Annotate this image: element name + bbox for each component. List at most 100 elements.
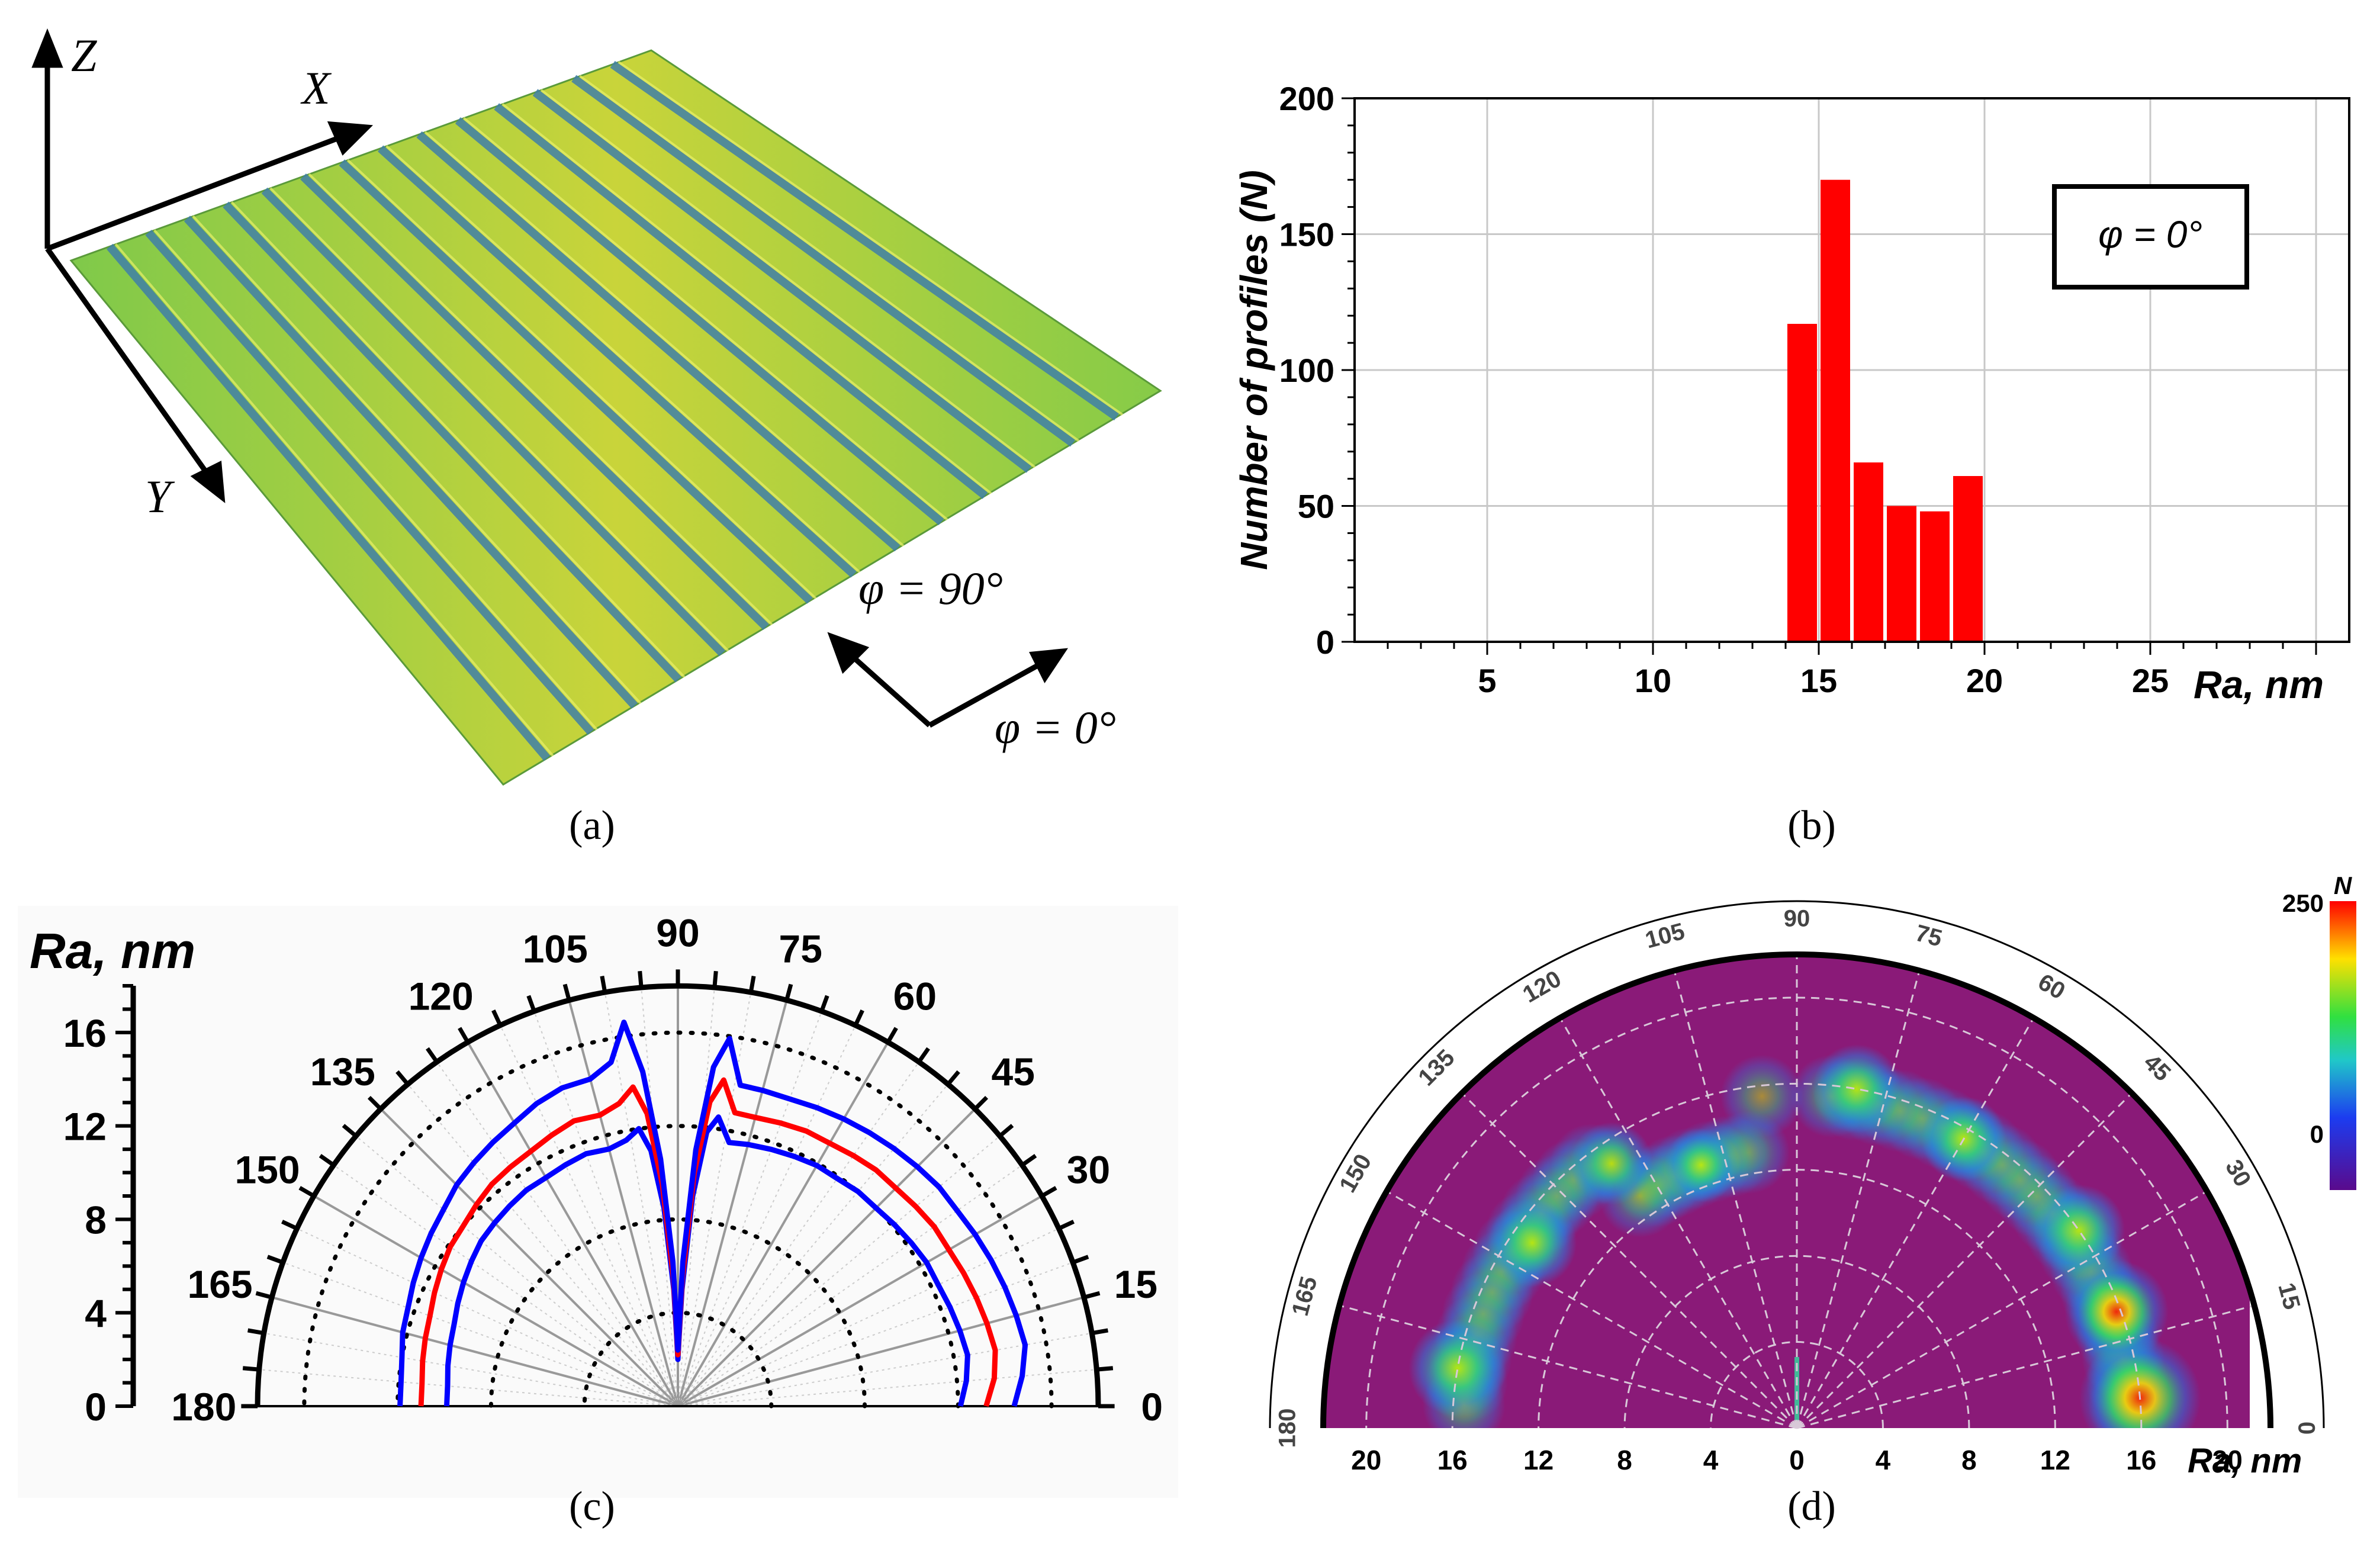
groove-line (145, 230, 594, 735)
polar-outer-tick (526, 995, 536, 1012)
polar-guides: 0 15 30 45 60 75 90 105 120 135 150 165 180 (171, 911, 1163, 1429)
polar-angle-label: 0 (1141, 1385, 1163, 1429)
polar-outer-tick (562, 983, 571, 1001)
histogram-bar (1953, 476, 1983, 642)
groove-highlight (501, 103, 992, 494)
groove-line (184, 216, 638, 709)
colorbar-max-label: 250 (2282, 889, 2324, 917)
groove-highlight (617, 61, 1124, 416)
histogram-grid (1355, 97, 2349, 643)
polar-angle-label: 15 (1114, 1262, 1157, 1306)
y-tick-label: 150 (1279, 216, 1334, 253)
polar-minor-spoke (407, 1083, 678, 1407)
groove-line (377, 145, 857, 578)
groove-line (455, 117, 944, 526)
surface-3d-image: Z X Y φ = 90° φ = 0° (31, 28, 1162, 786)
mean-curve (418, 1077, 998, 1407)
polar-outer-tick (917, 1047, 930, 1063)
heatmap-radial-label: 0 (1789, 1445, 1805, 1475)
heatmap-angle-label: 15 (2273, 1280, 2305, 1312)
histogram-bar (1854, 462, 1883, 642)
heatmap-radial-label: 16 (1437, 1445, 1468, 1475)
heatmap-radial-label: 20 (2212, 1445, 2243, 1475)
polar-minor-spoke (533, 1011, 678, 1407)
heatmap-angle-label: 75 (1913, 920, 1945, 952)
polar-outer-tick (946, 1070, 960, 1086)
polar-spoke (568, 999, 679, 1407)
heatmap-spoke (1796, 970, 1921, 1429)
polar-outer-tick (1083, 1291, 1101, 1300)
polar-spoke (677, 1195, 1043, 1407)
polar-outer-tick (784, 983, 793, 1001)
surface-grooves (107, 60, 1124, 761)
heatmap-background (1323, 954, 2250, 1428)
heatmap-angle-label: 180 (1274, 1409, 1300, 1448)
radial-axis-label: 12 (63, 1105, 107, 1149)
polar-outer-tick (395, 1070, 410, 1086)
caption-b: (b) (1787, 803, 1836, 848)
polar-minor-spoke (677, 1228, 1059, 1407)
heatmap-radial-label: 8 (1617, 1445, 1632, 1475)
polar-minor-spoke (355, 1135, 678, 1407)
colorbar-title: N (2334, 872, 2353, 899)
y-axis-title: Ra, nm (30, 923, 195, 979)
polar-spoke (467, 1041, 679, 1407)
polar-angle-label: 60 (893, 975, 937, 1018)
polar-angle-label: 180 (171, 1385, 236, 1429)
axis-ticks: 5 10 15 20 25 0 50 100 150 200 (1279, 80, 2317, 699)
groove-highlight (540, 89, 1036, 468)
polar-outer-tick (298, 1186, 315, 1198)
polar-outer-tick (266, 1255, 284, 1265)
polar-outer-tick (1091, 1328, 1109, 1336)
panel-c: 0 15 30 45 60 75 90 105 120 135 150 165 180 0 4 8 12 16 … (0, 888, 1184, 1510)
groove-highlight (269, 187, 729, 652)
groove-line (261, 187, 725, 657)
groove-line (532, 89, 1032, 473)
axis-z-label: Z (71, 30, 98, 81)
y-tick-label: 100 (1279, 352, 1334, 389)
polar-outer-tick (973, 1095, 989, 1111)
polar-angle-label: 105 (523, 927, 588, 971)
panel-a: Z X Y φ = 90° φ = 0° (0, 0, 1184, 787)
histogram-bars (1787, 179, 1983, 642)
groove-highlight (346, 159, 817, 600)
heatmap-field (1323, 954, 2250, 1428)
polar-minor-spoke (677, 1025, 856, 1407)
polar-minor-spoke (282, 1262, 678, 1407)
polar-outer-tick (491, 1009, 503, 1027)
heatmap-spoke (1796, 1017, 2035, 1429)
polar-minor-spoke (677, 992, 752, 1407)
groove-line (494, 103, 988, 499)
polar-outer-tick (426, 1047, 439, 1063)
y-axis-title: Number of profiles (N) (1233, 170, 1275, 570)
polar-spoke (677, 999, 788, 1407)
heatmap-spoke (1461, 1092, 1798, 1429)
polar-angle-label: 165 (187, 1262, 252, 1306)
direction-phi90-label: φ = 90° (858, 562, 1003, 614)
heatmap-angle-label: 105 (1642, 918, 1687, 954)
groove-line (610, 60, 1120, 421)
groove-highlight (424, 131, 905, 547)
groove-line (223, 201, 682, 683)
histogram-chart: 5 10 15 20 25 0 50 100 150 200 Number of profiles… (1233, 80, 2350, 706)
heatmap-radial-label: 12 (1523, 1445, 1554, 1475)
x-axis-title: Ra, nm (2188, 1442, 2302, 1480)
panel-d: 0 15 30 45 60 75 90 105 120 135 150 165 180 20 16 12 8 4 0… (1214, 864, 2380, 1516)
polar-outer-tick (1072, 1255, 1089, 1265)
polar-minor-spoke (677, 987, 715, 1407)
heatmap-angle-label: 120 (1519, 966, 1566, 1008)
heatmap-radial-label: 20 (1351, 1445, 1381, 1475)
heatmap-hotspot (1488, 1198, 1577, 1288)
heatmap-hotspot (1408, 1319, 1507, 1417)
radial-axis-label: 0 (85, 1385, 107, 1429)
legend-box (2052, 184, 2249, 290)
polar-minor-spoke (677, 1061, 920, 1407)
groove-highlight (114, 243, 554, 757)
y-tick-label: 200 (1279, 80, 1334, 117)
polar-minor-spoke (604, 992, 678, 1407)
heatmap-spoke (1339, 1304, 1797, 1429)
caption-c: (c) (569, 1484, 615, 1529)
groove-line (571, 75, 1076, 447)
heatmap-spoke (1673, 970, 1798, 1429)
